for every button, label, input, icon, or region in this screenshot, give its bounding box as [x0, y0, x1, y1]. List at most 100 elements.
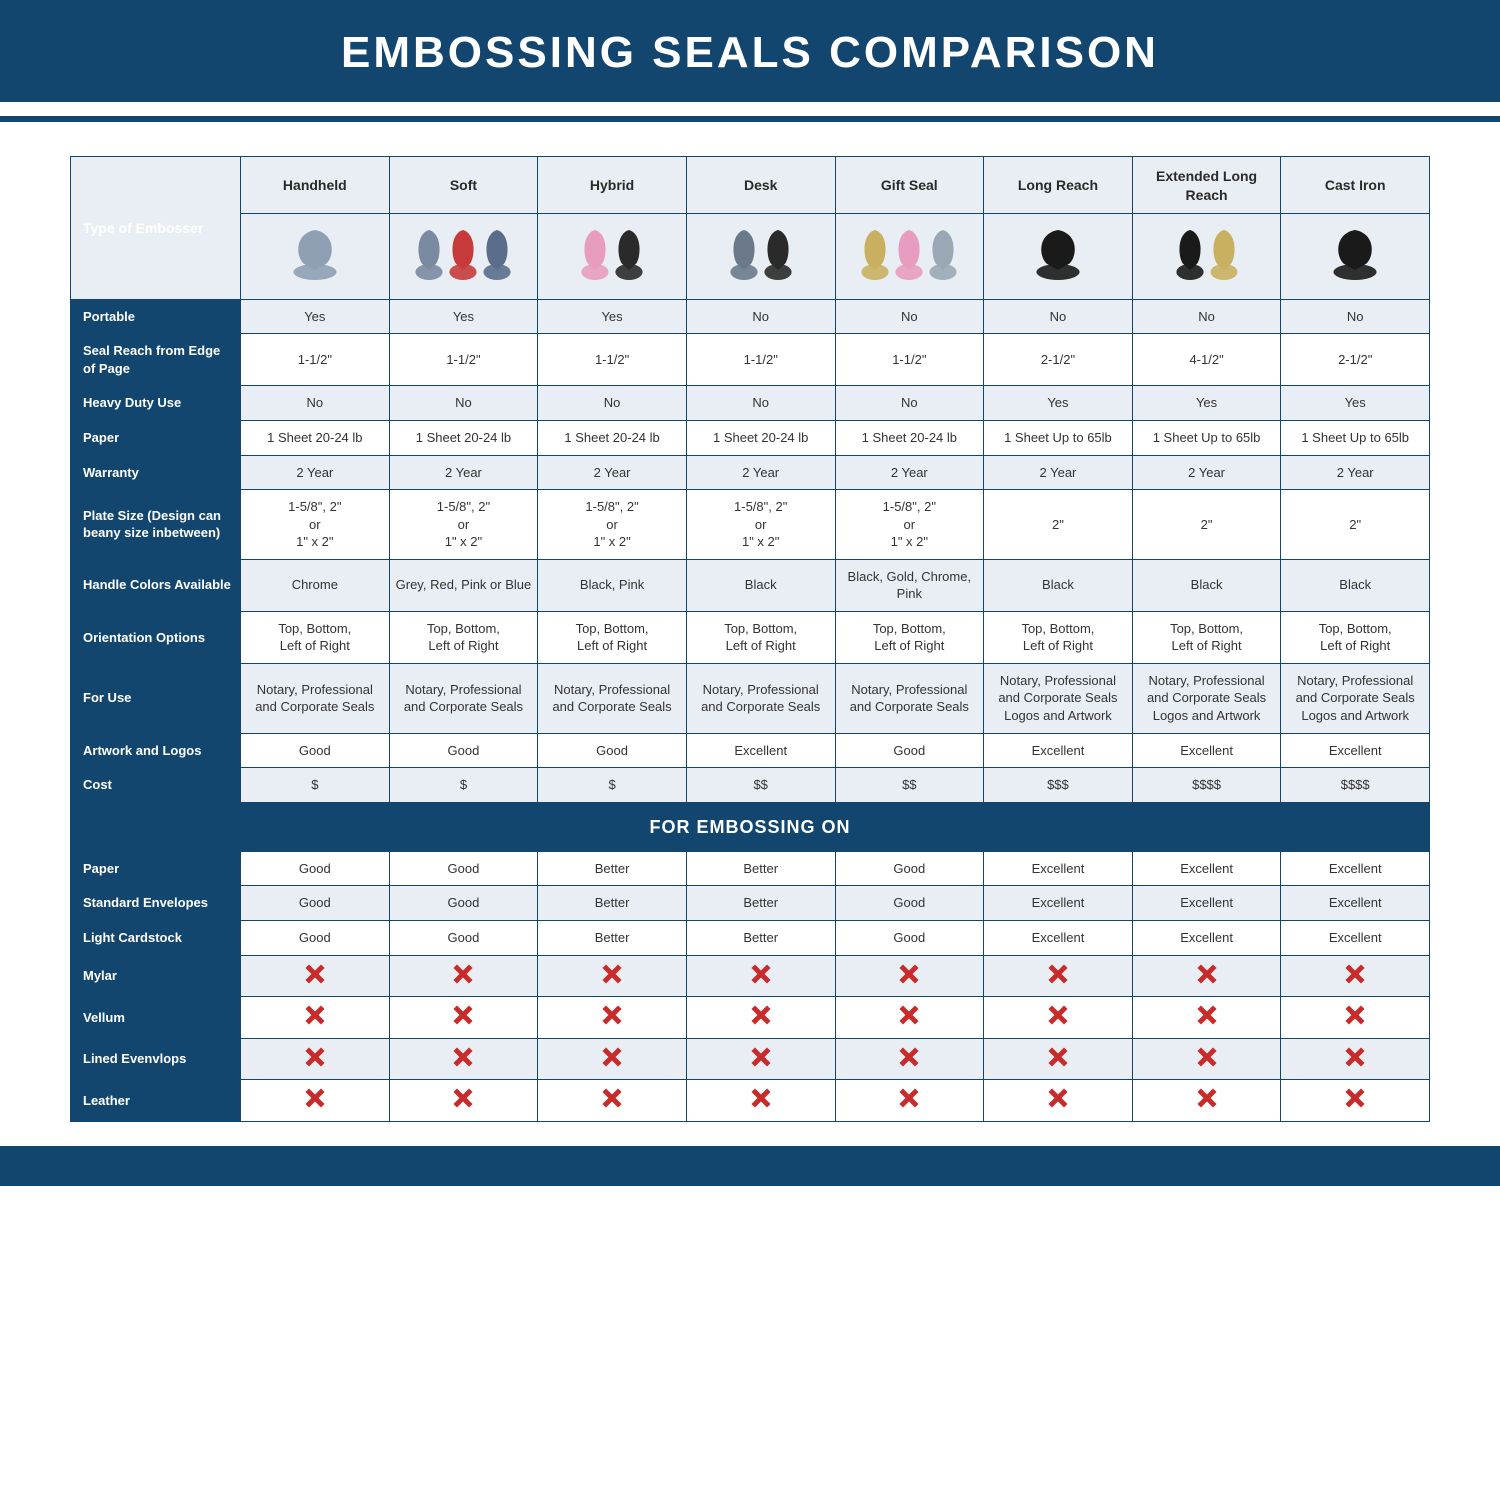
data-cell [835, 997, 984, 1039]
row-card: Light CardstockGoodGoodBetterBetterGoodE… [71, 921, 1430, 956]
embosser-icon [892, 224, 926, 284]
data-cell [686, 1038, 835, 1080]
data-cell [835, 1080, 984, 1122]
x-icon [1345, 1047, 1365, 1067]
data-cell [1281, 1038, 1430, 1080]
row-label-warranty: Warranty [71, 455, 241, 490]
data-cell: Good [835, 886, 984, 921]
data-cell: 1 Sheet Up to 65lb [1281, 420, 1430, 455]
data-cell: Good [389, 733, 538, 768]
data-cell: 1-1/2" [241, 334, 390, 386]
data-cell: 2-1/2" [984, 334, 1133, 386]
col-header: Long Reach [984, 157, 1133, 214]
x-icon [602, 1088, 622, 1108]
x-icon [453, 1047, 473, 1067]
data-cell [1132, 1080, 1281, 1122]
data-cell: Good [389, 921, 538, 956]
data-cell [538, 997, 687, 1039]
data-cell [538, 1080, 687, 1122]
data-cell: Excellent [1281, 733, 1430, 768]
data-cell: 2 Year [984, 455, 1133, 490]
data-cell: Good [538, 733, 687, 768]
data-cell: 4-1/2" [1132, 334, 1281, 386]
x-icon [453, 1088, 473, 1108]
type-of-embosser-label: Type of Embosser [71, 157, 241, 300]
data-cell: Yes [538, 299, 687, 334]
data-cell: Better [538, 851, 687, 886]
col-header: Extended Long Reach [1132, 157, 1281, 214]
row-label-paper: Paper [71, 420, 241, 455]
data-cell: 2" [984, 490, 1133, 560]
comparison-table: Type of EmbosserHandheldSoftHybridDeskGi… [70, 156, 1430, 1122]
data-cell: No [686, 299, 835, 334]
data-cell: Black [1281, 559, 1430, 611]
data-cell: $$ [686, 768, 835, 803]
data-cell: Yes [1132, 386, 1281, 421]
col-header: Gift Seal [835, 157, 984, 214]
row-mylar: Mylar [71, 955, 1430, 997]
row-label-leather: Leather [71, 1080, 241, 1122]
x-icon [1197, 1047, 1217, 1067]
data-cell: Notary, Professional and Corporate Seals [686, 663, 835, 733]
data-cell: Excellent [984, 921, 1133, 956]
data-cell [835, 955, 984, 997]
data-cell: Excellent [1281, 886, 1430, 921]
row-label-plate: Plate Size (Design can beany size inbetw… [71, 490, 241, 560]
data-cell: 1-5/8", 2"or1" x 2" [835, 490, 984, 560]
data-cell: No [984, 299, 1133, 334]
data-cell [686, 955, 835, 997]
row-label-vellum: Vellum [71, 997, 241, 1039]
embosser-icon [727, 224, 761, 284]
product-image-cell [835, 213, 984, 299]
data-cell: 2 Year [1281, 455, 1430, 490]
data-cell [389, 1038, 538, 1080]
x-icon [1048, 1088, 1068, 1108]
title-bar: EMBOSSING SEALS COMPARISON [0, 0, 1500, 102]
data-cell: Top, Bottom,Left of Right [984, 611, 1133, 663]
col-header: Cast Iron [1281, 157, 1430, 214]
data-cell: Excellent [1132, 733, 1281, 768]
row-env: Standard EnvelopesGoodGoodBetterBetterGo… [71, 886, 1430, 921]
table-image-row [71, 213, 1430, 299]
x-icon [899, 1088, 919, 1108]
row-reach: Seal Reach from Edge of Page1-1/2"1-1/2"… [71, 334, 1430, 386]
embosser-icon [412, 224, 446, 284]
row-label-reach: Seal Reach from Edge of Page [71, 334, 241, 386]
row-label-cost: Cost [71, 768, 241, 803]
data-cell [1281, 997, 1430, 1039]
data-cell: Good [389, 886, 538, 921]
data-cell: Excellent [984, 851, 1133, 886]
row-portable: PortableYesYesYesNoNoNoNoNo [71, 299, 1430, 334]
data-cell: No [1132, 299, 1281, 334]
row-leather: Leather [71, 1080, 1430, 1122]
data-cell: No [538, 386, 687, 421]
x-icon [751, 1047, 771, 1067]
row-label-heavy: Heavy Duty Use [71, 386, 241, 421]
data-cell: No [389, 386, 538, 421]
product-image-cell [1281, 213, 1430, 299]
comparison-table-wrap: Type of EmbosserHandheldSoftHybridDeskGi… [0, 122, 1500, 1132]
data-cell: Yes [984, 386, 1133, 421]
row-warranty: Warranty2 Year2 Year2 Year2 Year2 Year2 … [71, 455, 1430, 490]
data-cell: 1 Sheet 20-24 lb [835, 420, 984, 455]
col-header: Soft [389, 157, 538, 214]
data-cell: Notary, Professional and Corporate Seals… [984, 663, 1133, 733]
data-cell: Top, Bottom,Left of Right [241, 611, 390, 663]
data-cell [1281, 1080, 1430, 1122]
embosser-icon [858, 224, 892, 284]
x-icon [1048, 1005, 1068, 1025]
data-cell: Excellent [984, 886, 1133, 921]
row-paper: Paper1 Sheet 20-24 lb1 Sheet 20-24 lb1 S… [71, 420, 1430, 455]
embosser-icon [1031, 224, 1085, 284]
data-cell: 1 Sheet Up to 65lb [1132, 420, 1281, 455]
data-cell [241, 1080, 390, 1122]
data-cell: $ [538, 768, 687, 803]
data-cell: Black, Pink [538, 559, 687, 611]
data-cell: 1 Sheet 20-24 lb [241, 420, 390, 455]
data-cell: 1 Sheet 20-24 lb [686, 420, 835, 455]
page-title: EMBOSSING SEALS COMPARISON [0, 28, 1500, 78]
embosser-icon [578, 224, 612, 284]
data-cell: Yes [1281, 386, 1430, 421]
row-label-paper2: Paper [71, 851, 241, 886]
embosser-icon [1207, 224, 1241, 284]
